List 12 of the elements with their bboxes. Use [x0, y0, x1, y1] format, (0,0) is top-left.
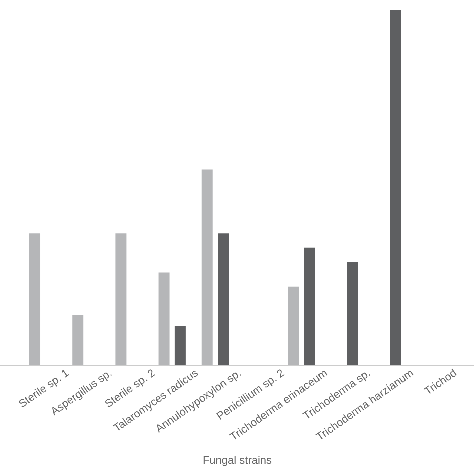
x-axis-title: Fungal strains — [202, 454, 273, 467]
bar — [202, 170, 213, 365]
bar — [30, 234, 41, 365]
bar — [390, 10, 402, 365]
bar — [304, 248, 316, 365]
bar — [116, 234, 127, 365]
bar — [347, 262, 358, 365]
bar — [174, 326, 186, 365]
bar — [158, 272, 170, 365]
bar — [218, 234, 230, 365]
bar — [72, 315, 84, 365]
bar — [288, 286, 300, 365]
